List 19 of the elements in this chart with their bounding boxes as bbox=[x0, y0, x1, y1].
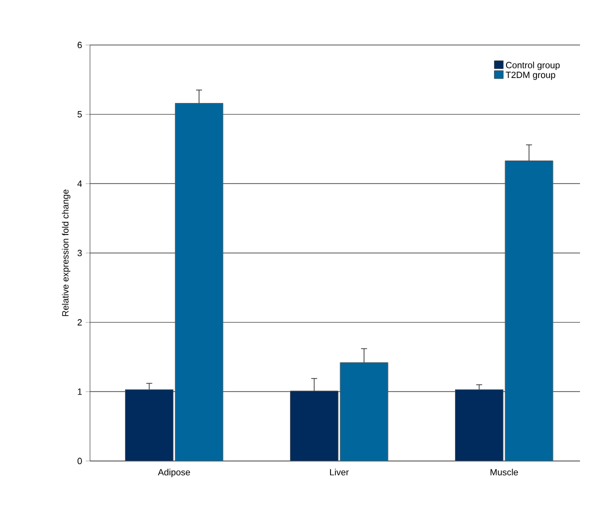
x-tick-label: Liver bbox=[330, 468, 349, 476]
bar bbox=[290, 390, 338, 461]
bar bbox=[455, 389, 504, 461]
y-tick-label: 1 bbox=[78, 388, 82, 395]
bar bbox=[125, 389, 174, 461]
y-tick-label: 5 bbox=[78, 111, 82, 118]
bar bbox=[504, 160, 554, 461]
y-tick-label: 4 bbox=[77, 180, 82, 187]
y-tick-label: 3 bbox=[78, 250, 82, 256]
x-tick-label: Adipose bbox=[158, 468, 190, 478]
bar bbox=[340, 362, 388, 461]
legend-label: T2DM group bbox=[506, 72, 556, 80]
y-axis-title: Relative expression fold change bbox=[62, 190, 70, 316]
bar bbox=[174, 102, 224, 461]
legend-label: Control group bbox=[506, 62, 560, 70]
y-tick-label: 0 bbox=[78, 458, 82, 464]
x-tick-label: Muscle bbox=[490, 468, 518, 476]
y-tick-label: 6 bbox=[78, 42, 82, 48]
y-tick-label: 2 bbox=[78, 319, 82, 326]
